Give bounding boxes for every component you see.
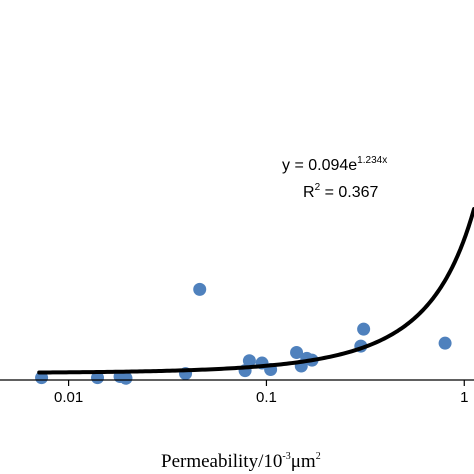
trendline-equation: y = 0.094e1.234x — [282, 155, 387, 174]
data-point — [438, 336, 452, 350]
data-point — [91, 371, 105, 385]
x-axis-ticks: 0.01 0.1 1 — [54, 380, 468, 406]
data-point — [119, 371, 133, 385]
x-axis-title: Permeability/10-3μm2 — [161, 451, 321, 472]
x-tick-label: 0.01 — [54, 389, 83, 406]
r-squared-label: R2 = 0.367 — [303, 182, 379, 201]
x-tick-label: 0.1 — [256, 389, 277, 406]
x-tick-label: 1 — [460, 389, 468, 406]
data-point — [290, 346, 304, 360]
data-point — [357, 322, 371, 336]
data-point — [193, 282, 207, 296]
trendline — [37, 207, 474, 375]
data-point — [242, 354, 256, 368]
